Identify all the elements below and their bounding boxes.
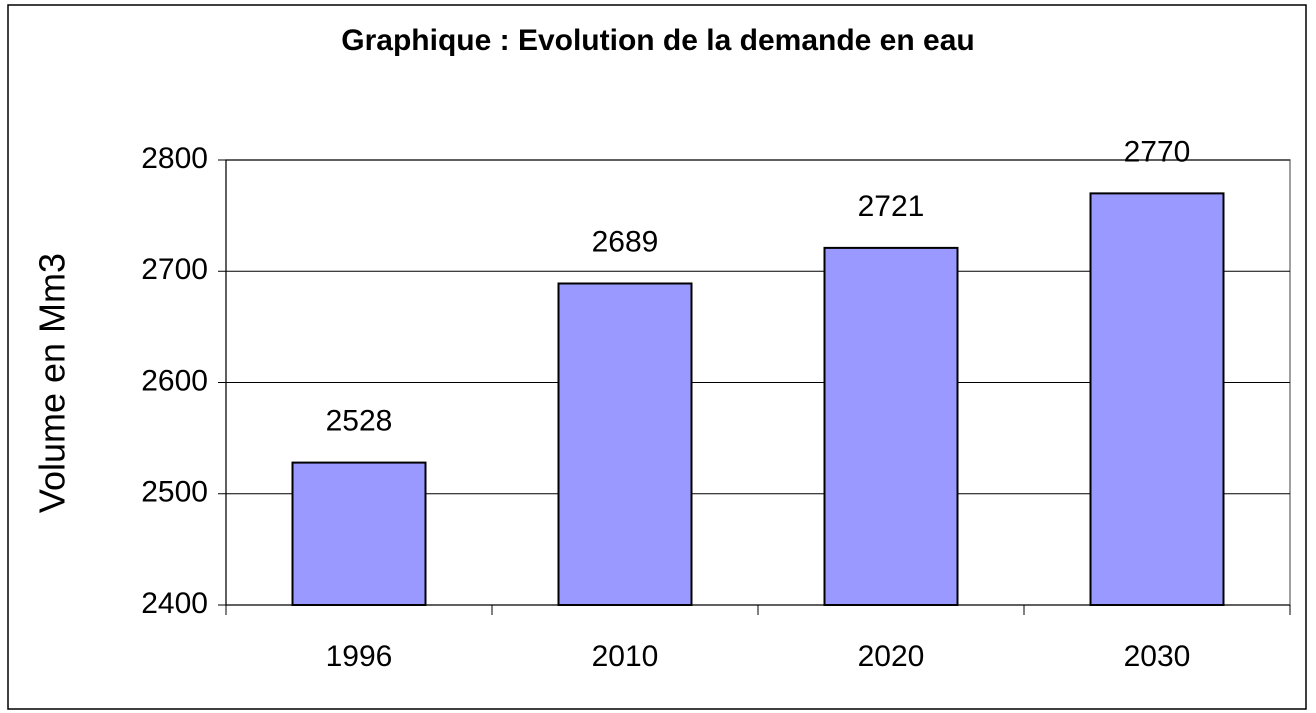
bar	[291, 461, 427, 606]
data-label: 2770	[1124, 135, 1191, 168]
y-tick-label: 2600	[141, 364, 208, 397]
y-axis-label: Volume en Mm3	[32, 253, 73, 513]
x-tick-label: 1996	[326, 640, 393, 673]
bar	[557, 282, 693, 606]
y-tick-label: 2800	[141, 142, 208, 175]
data-label: 2528	[326, 405, 393, 438]
data-label: 2721	[858, 190, 925, 223]
y-tick-label: 2500	[141, 476, 208, 509]
bar	[1089, 192, 1225, 606]
x-tick-label: 2020	[858, 640, 925, 673]
x-tick-label: 2010	[592, 640, 659, 673]
y-tick-label: 2400	[141, 587, 208, 620]
bar	[823, 246, 959, 606]
x-tick-label: 2030	[1124, 640, 1191, 673]
chart-title: Graphique : Evolution de la demande en e…	[341, 24, 974, 57]
data-label: 2689	[592, 225, 659, 258]
y-tick-label: 2700	[141, 253, 208, 286]
